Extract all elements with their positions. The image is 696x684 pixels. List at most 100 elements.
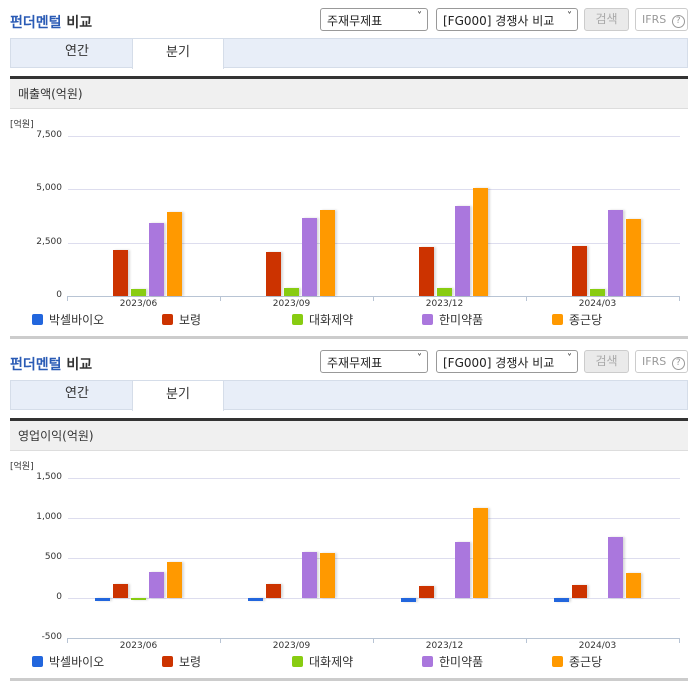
ifrs-button[interactable]: IFRS ? [635,350,688,373]
y-axis-tick: 2,500 [36,236,62,247]
bar-한미약품[interactable] [608,537,623,598]
bar-보령[interactable] [419,586,434,598]
group-select[interactable]: [FG000] 경쟁사 비교 ˅ [436,8,578,31]
y-axis-tick: 1,000 [36,512,62,522]
gridline [68,518,680,519]
bar-한미약품[interactable] [455,205,470,296]
bar-대화제약[interactable] [131,598,146,600]
legend-label: 한미약품 [439,655,484,669]
x-axis-tick [679,638,680,643]
chevron-down-icon: ˅ [567,353,572,364]
x-axis-label: 2023/09 [272,641,311,651]
legend-swatch-icon [32,656,43,667]
bar-박셀바이오[interactable] [248,598,263,602]
bar-한미약품[interactable] [455,542,470,598]
x-axis-tick [67,638,68,643]
statement-select[interactable]: 주재무제표 ˅ [320,350,428,373]
legend-swatch-icon [292,656,303,667]
legend-item[interactable]: 대화제약 [292,655,353,669]
x-axis-label: 2023/06 [119,299,158,309]
legend-item[interactable]: 한미약품 [422,313,483,327]
bar-보령[interactable] [572,585,587,598]
x-axis-tick [679,296,680,301]
gridline [68,242,680,244]
y-axis-tick: 1,500 [36,472,62,482]
help-icon[interactable]: ? [671,15,685,28]
x-axis-tick [220,296,221,301]
legend-item[interactable]: 박셀바이오 [32,313,104,327]
help-icon[interactable]: ? [671,357,685,370]
bar-종근당[interactable] [167,211,182,296]
bar-한미약품[interactable] [149,223,164,296]
bar-대화제약[interactable] [590,288,605,296]
bar-보령[interactable] [572,245,587,296]
bar-종근당[interactable] [473,507,488,598]
bar-박셀바이오[interactable] [95,598,110,602]
bar-대화제약[interactable] [284,288,299,296]
panel-title: 펀더멘털 비교 [10,15,93,31]
bar-박셀바이오[interactable] [554,598,569,602]
panel-header: 펀더멘털 비교 주재무제표 ˅ [FG000] 경쟁사 비교 ˅ 검색 IFRS… [0,342,696,380]
x-axis-line [68,638,680,639]
legend-swatch-icon [422,314,433,325]
bar-종근당[interactable] [473,188,488,296]
unit-label: [억원] [10,120,34,130]
statement-select[interactable]: 주재무제표 ˅ [320,8,428,31]
bar-보령[interactable] [113,583,128,598]
legend-item[interactable]: 보령 [162,313,201,327]
x-axis-line [68,296,680,297]
bar-대화제약[interactable] [437,288,452,296]
bar-대화제약[interactable] [131,288,146,296]
x-axis-label: 2023/12 [425,299,464,309]
bar-보령[interactable] [419,246,434,296]
bar-종근당[interactable] [626,218,641,296]
bar-보령[interactable] [266,583,281,598]
legend-item[interactable]: 종근당 [552,313,602,327]
x-axis-label: 2023/09 [272,299,311,309]
y-axis-tick: 500 [44,552,62,562]
legend-label: 대화제약 [309,655,354,669]
legend-item[interactable]: 대화제약 [292,313,353,327]
unit-label: [억원] [10,462,34,472]
tab-quarterly[interactable]: 분기 [132,380,224,411]
legend-item[interactable]: 보령 [162,655,201,669]
legend-item[interactable]: 박셀바이오 [32,655,104,669]
x-axis-label: 2024/03 [578,641,617,651]
legend-item[interactable]: 종근당 [552,655,602,669]
bar-한미약품[interactable] [302,217,317,296]
legend-item[interactable]: 한미약품 [422,655,483,669]
bar-한미약품[interactable] [608,210,623,296]
bar-박셀바이오[interactable] [401,598,416,602]
search-button[interactable]: 검색 [584,8,629,31]
tab-annual[interactable]: 연간 [65,386,89,401]
bar-종근당[interactable] [626,573,641,598]
group-select[interactable]: [FG000] 경쟁사 비교 ˅ [436,350,578,373]
legend-label: 한미약품 [439,313,484,327]
legend-label: 보령 [179,313,202,327]
bar-한미약품[interactable] [149,571,164,598]
bar-종근당[interactable] [320,210,335,296]
chart-legend: 박셀바이오 보령 대화제약 한미약품 종근당 [0,655,696,671]
chevron-down-icon: ˅ [417,11,422,22]
ifrs-button[interactable]: IFRS ? [635,8,688,31]
divider [10,678,688,681]
tab-annual[interactable]: 연간 [65,44,89,59]
search-button[interactable]: 검색 [584,350,629,373]
panel-title: 펀더멘털 비교 [10,357,93,373]
bar-보령[interactable] [266,251,281,296]
y-axis-tick: 5,000 [36,183,62,194]
gridline [68,598,680,599]
chart-legend: 박셀바이오 보령 대화제약 한미약품 종근당 [0,313,696,329]
divider [10,336,688,339]
legend-swatch-icon [162,656,173,667]
x-axis-tick [526,296,527,301]
gridline [68,478,680,479]
tab-quarterly[interactable]: 분기 [132,38,224,69]
bar-종근당[interactable] [167,562,182,598]
bar-보령[interactable] [113,249,128,296]
y-axis-tick: 0 [56,592,62,602]
x-axis-tick [526,638,527,643]
bar-한미약품[interactable] [302,552,317,598]
x-axis-tick [373,296,374,301]
bar-종근당[interactable] [320,553,335,598]
